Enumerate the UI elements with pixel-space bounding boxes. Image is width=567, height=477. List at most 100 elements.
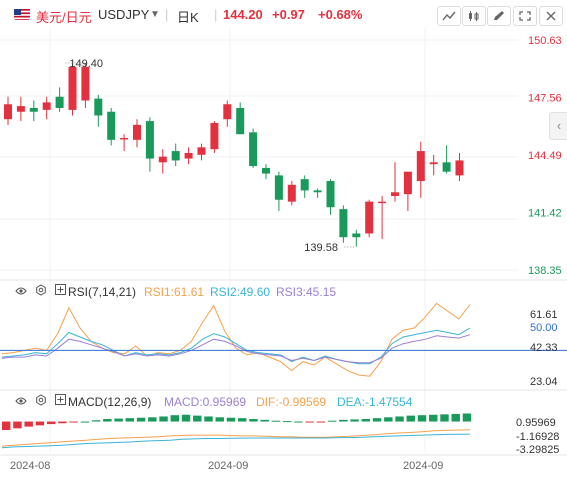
eye-icon[interactable] <box>15 395 27 409</box>
low-annotation: 139.58 <box>304 242 338 254</box>
candle-body <box>352 233 361 238</box>
y-tick-label: 138.35 <box>528 265 562 277</box>
macd-histogram-bar <box>35 421 45 426</box>
chevron-down-icon[interactable]: ▼ <box>150 9 160 20</box>
candle-body <box>274 175 283 200</box>
macd-tick-label: -3.29825 <box>516 444 559 456</box>
macd-histogram-bar <box>395 416 404 422</box>
macd-tick-label: 0.95969 <box>516 417 556 429</box>
candle-body <box>29 107 38 112</box>
rsi-tick-label: 61.61 <box>530 309 558 321</box>
candle-body <box>416 151 425 182</box>
macd-histogram-bar <box>462 413 472 422</box>
macd-histogram-bar <box>103 419 112 422</box>
y-tick-label: 144.49 <box>528 150 562 162</box>
candle-body <box>300 179 309 191</box>
us-flag-icon <box>14 8 30 20</box>
macd-histogram-bar <box>2 421 11 430</box>
settings-icon[interactable] <box>35 394 47 409</box>
candle-body <box>145 121 154 159</box>
rsi3-label: RSI3:45.15 <box>276 285 337 299</box>
macd-histogram-bar <box>417 415 427 422</box>
settings-icon[interactable] <box>35 284 47 299</box>
dea-label: DEA:-1.47554 <box>337 395 413 409</box>
draw-icon[interactable] <box>487 6 511 26</box>
macd-histogram-bar <box>170 415 179 422</box>
pair-name[interactable]: 美元/日元 <box>36 10 92 25</box>
chart-header: 美元/日元 USDJPY ▼ | 日K | 144.20 +0.97 +0.68… <box>0 0 567 30</box>
macd-histogram-bar <box>271 420 281 422</box>
x-tick-label: 2024-09 <box>403 460 443 472</box>
macd-histogram-bar <box>238 418 247 422</box>
interval-selector[interactable]: 日K <box>177 10 199 25</box>
price-change-pct: +0.68% <box>318 7 363 22</box>
fullscreen-icon[interactable] <box>513 6 537 26</box>
macd-histogram-bar <box>350 419 359 422</box>
macd-histogram-bar <box>136 417 146 422</box>
macd-histogram-bar <box>316 421 326 423</box>
macd-histogram-bar <box>260 419 269 422</box>
symbol-label[interactable]: USDJPY <box>98 7 150 22</box>
expand-icon[interactable] <box>55 394 66 408</box>
candle-body <box>81 66 90 101</box>
eye-icon[interactable] <box>15 285 27 299</box>
candle-body <box>455 160 464 176</box>
macd-title: MACD(12,26,9) <box>68 395 152 409</box>
macd-histogram-bar <box>204 416 213 422</box>
price-change: +0.97 <box>272 7 305 22</box>
macd-histogram-bar <box>339 419 348 422</box>
macd-tick-label: -1.16928 <box>516 431 559 443</box>
header-divider: | <box>165 7 169 22</box>
line-chart-icon[interactable] <box>437 6 461 26</box>
rsi2-label: RSI2:49.60 <box>210 285 271 299</box>
expand-icon[interactable] <box>55 284 66 298</box>
candle-body <box>68 66 77 110</box>
macd-histogram-bar <box>429 414 438 422</box>
candle-body <box>223 104 232 120</box>
candle-body <box>378 201 387 204</box>
chevron-left-icon[interactable]: ‹ <box>549 112 567 140</box>
candle-body <box>339 209 348 238</box>
rsi1-label: RSI1:61.61 <box>144 285 205 299</box>
macd-histogram-bar <box>249 419 258 422</box>
candle-body <box>391 192 399 197</box>
macd-histogram-bar <box>406 415 415 422</box>
macd-histogram-bar <box>13 421 22 429</box>
candles-icon[interactable] <box>462 6 486 26</box>
macd-histogram-bar <box>451 413 460 422</box>
current-price: 144.20 <box>223 7 263 22</box>
candle-body <box>55 96 64 108</box>
macd-histogram-bar <box>372 418 382 422</box>
candle-body <box>42 102 51 110</box>
macd-histogram-bar <box>125 418 135 422</box>
candle-body <box>249 132 258 167</box>
macd-histogram-bar <box>305 421 314 423</box>
rsi-tick-label: 42.33 <box>530 342 558 354</box>
candle-body <box>236 107 245 135</box>
dif-label: DIF:-0.99569 <box>256 395 327 409</box>
y-tick-label: 147.56 <box>528 93 562 105</box>
close-icon[interactable] <box>539 6 563 26</box>
x-tick-label: 2024-08 <box>10 460 50 472</box>
candle-body <box>107 111 116 140</box>
macd-histogram-bar <box>91 420 101 422</box>
x-tick-label: 2024-09 <box>208 460 248 472</box>
y-tick-label: 150.63 <box>528 35 562 47</box>
header-divider: | <box>214 7 218 22</box>
macd-histogram-bar <box>181 414 191 422</box>
macd-histogram-bar <box>282 421 292 423</box>
macd-histogram-bar <box>294 421 303 423</box>
candle-body <box>365 201 374 234</box>
candle-body <box>287 184 296 202</box>
dif-line <box>1 429 471 447</box>
macd-histogram-bar <box>361 419 371 422</box>
rsi-tick-label: 50.00 <box>530 322 558 334</box>
candle-body <box>184 152 193 159</box>
macd-histogram-bar <box>159 416 168 422</box>
candle-body <box>326 181 335 208</box>
macd-histogram-bar <box>384 417 393 422</box>
candle-body <box>120 137 129 140</box>
macd-histogram-bar <box>215 417 224 422</box>
macd-value-label: MACD:0.95969 <box>164 395 247 409</box>
